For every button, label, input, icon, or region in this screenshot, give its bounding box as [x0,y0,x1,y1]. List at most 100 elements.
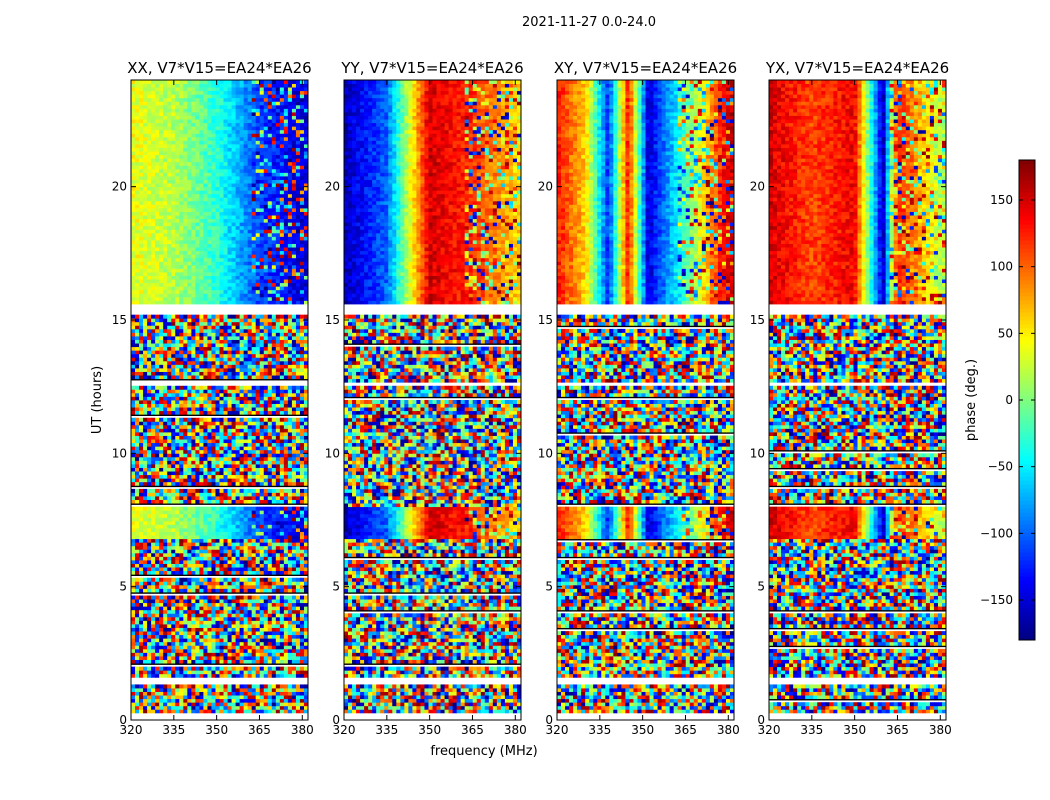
colorbar-segment [1019,248,1035,253]
panels: XX, V7*V15=EA24*EA26 320 335 350 365 380 0 5 10 1… [112,59,952,737]
colorbar-segment [1019,616,1035,621]
x-tick-label: 320 [758,723,781,737]
x-tick-label: 335 [800,723,823,737]
colorbar-segment [1019,528,1035,533]
colorbar-segment [1019,336,1035,341]
colorbar-segment [1019,160,1035,165]
colorbar-segment [1019,324,1035,329]
colorbar-segment [1019,552,1035,557]
x-tick-label: 365 [886,723,909,737]
colorbar-segment [1019,348,1035,353]
colorbar-tick-label: −150 [980,593,1013,607]
colorbar-segment [1019,260,1035,265]
y-tick-label: 0 [332,713,340,727]
colorbar-segment [1019,320,1035,325]
colorbar-segment [1019,456,1035,461]
colorbar-segment [1019,204,1035,209]
panel-frame [768,79,947,721]
colorbar-segment [1019,352,1035,357]
colorbar-tick-label: 50 [998,326,1013,340]
y-tick-label: 10 [750,446,765,460]
colorbar-segment [1019,340,1035,345]
colorbar-segment [1019,228,1035,233]
colorbar-segment [1019,364,1035,369]
colorbar-segment [1019,272,1035,277]
colorbar-segment [1019,596,1035,601]
colorbar-segment [1019,236,1035,241]
colorbar-segment [1019,356,1035,361]
panel-1: YY, V7*V15=EA24*EA26 320 335 350 365 380 0 5 10 1… [325,59,527,737]
x-tick-label: 350 [418,723,441,737]
colorbar-tick-label: −100 [980,526,1013,540]
colorbar-segment [1019,392,1035,397]
y-tick-label: 15 [325,313,340,327]
colorbar-segment [1019,424,1035,429]
colorbar-segment [1019,284,1035,289]
colorbar-segment [1019,208,1035,213]
y-tick-label: 20 [750,180,765,194]
colorbar-segment [1019,268,1035,273]
phase-image [769,80,946,720]
y-tick-label: 5 [332,580,340,594]
x-tick-label: 380 [504,723,527,737]
y-tick-label: 10 [538,446,553,460]
colorbar-segment [1019,600,1035,605]
colorbar-segment [1019,292,1035,297]
panel-frame [343,79,522,721]
figure-suptitle: 2021-11-27 0.0-24.0 [522,15,656,30]
colorbar-segment [1019,256,1035,261]
colorbar-segment [1019,332,1035,337]
colorbar-segment [1019,484,1035,489]
colorbar-segment [1019,488,1035,493]
colorbar-segment [1019,444,1035,449]
colorbar-segment [1019,548,1035,553]
colorbar-segment [1019,572,1035,577]
colorbar-segment [1019,388,1035,393]
panel-frame [130,79,309,721]
colorbar-tick-label: 100 [990,260,1013,274]
colorbar-segment [1019,420,1035,425]
colorbar-segment [1019,496,1035,501]
colorbar-segment [1019,608,1035,613]
panel-title: YX, V7*V15=EA24*EA26 [765,59,949,77]
panel-2: XY, V7*V15=EA24*EA26 320 335 350 365 380 0 5 10 1… [538,59,740,737]
colorbar-segment [1019,372,1035,377]
colorbar-segment [1019,568,1035,573]
colorbar-segment [1019,504,1035,509]
colorbar-segment [1019,184,1035,189]
colorbar-segment [1019,312,1035,317]
colorbar-segment [1019,400,1035,405]
y-tick-label: 5 [757,580,765,594]
y-tick-label: 20 [538,180,553,194]
colorbar-segment [1019,304,1035,309]
phase-image [131,80,308,720]
panel-title: XY, V7*V15=EA24*EA26 [554,59,737,77]
y-tick-label: 15 [538,313,553,327]
colorbar-segment [1019,576,1035,581]
x-axis-label: frequency (MHz) [430,744,537,759]
colorbar-segment [1019,316,1035,321]
colorbar-segment [1019,344,1035,349]
colorbar-segment [1019,288,1035,293]
colorbar-segment [1019,544,1035,549]
x-tick-label: 335 [588,723,611,737]
x-tick-label: 350 [843,723,866,737]
y-tick-label: 0 [545,713,553,727]
x-tick-label: 350 [631,723,654,737]
colorbar-tick-label: −50 [988,460,1013,474]
colorbar-segment [1019,168,1035,173]
colorbar-segment [1019,604,1035,609]
colorbar-tick-label: 150 [990,193,1013,207]
colorbar-segment [1019,532,1035,537]
colorbar-segment [1019,308,1035,313]
colorbar-segment [1019,180,1035,185]
colorbar-segment [1019,328,1035,333]
colorbar-segment [1019,524,1035,529]
colorbar-segment [1019,612,1035,617]
panel-3: YX, V7*V15=EA24*EA26 320 335 350 365 380 0 5 10 1… [750,59,952,737]
colorbar-segment [1019,172,1035,177]
colorbar-segment [1019,196,1035,201]
colorbar-segment [1019,472,1035,477]
y-tick-label: 0 [119,713,127,727]
y-tick-label: 5 [119,580,127,594]
